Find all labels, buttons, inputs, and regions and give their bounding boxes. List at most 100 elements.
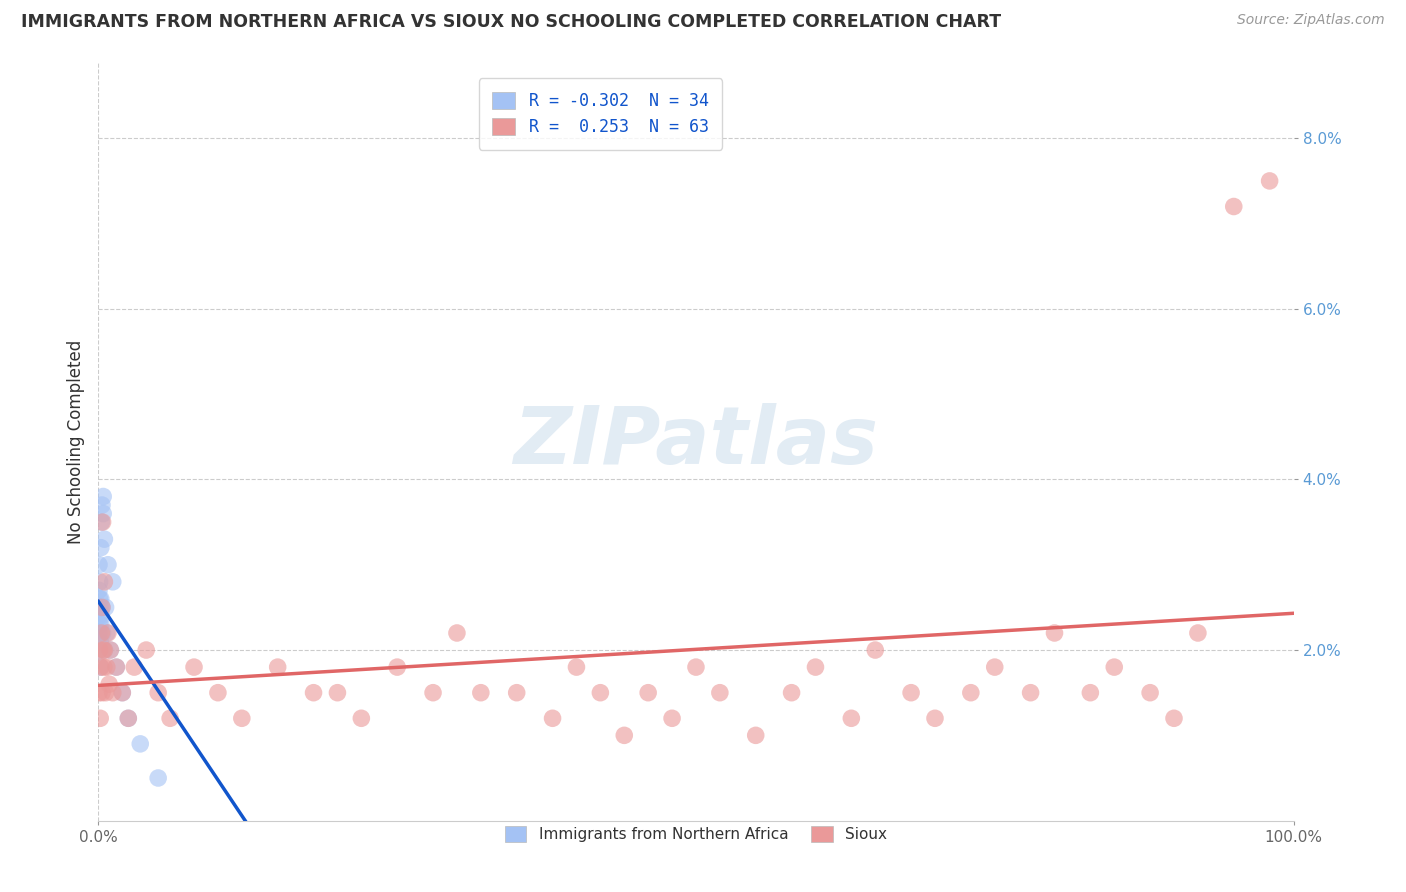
Point <box>207 686 229 700</box>
Point <box>87 609 110 624</box>
Point <box>302 686 325 700</box>
Point <box>124 660 146 674</box>
Point <box>93 532 115 546</box>
Point <box>89 634 111 648</box>
Point <box>1187 626 1209 640</box>
Point <box>661 711 683 725</box>
Point <box>93 574 115 589</box>
Point <box>91 626 114 640</box>
Point <box>350 711 373 725</box>
Point <box>93 643 115 657</box>
Point <box>89 643 111 657</box>
Point <box>446 626 468 640</box>
Point <box>117 711 139 725</box>
Y-axis label: No Schooling Completed: No Schooling Completed <box>66 340 84 543</box>
Point <box>422 686 444 700</box>
Point <box>90 609 112 624</box>
Point <box>91 490 114 504</box>
Point <box>111 686 134 700</box>
Point <box>231 711 253 725</box>
Point <box>91 600 114 615</box>
Point <box>960 686 983 700</box>
Point <box>91 515 114 529</box>
Point <box>90 617 112 632</box>
Point <box>613 728 636 742</box>
Point <box>745 728 768 742</box>
Point <box>267 660 290 674</box>
Point <box>326 686 349 700</box>
Point <box>101 686 124 700</box>
Point <box>90 541 112 555</box>
Point <box>97 626 120 640</box>
Point <box>94 686 117 700</box>
Point <box>117 711 139 725</box>
Point <box>924 711 946 725</box>
Point <box>565 660 588 674</box>
Point <box>94 600 117 615</box>
Point <box>1258 174 1281 188</box>
Point <box>709 686 731 700</box>
Point <box>87 626 110 640</box>
Point <box>900 686 922 700</box>
Point <box>470 686 492 700</box>
Point <box>93 643 115 657</box>
Point <box>89 591 111 606</box>
Point <box>90 660 112 674</box>
Point <box>841 711 863 725</box>
Point <box>589 686 612 700</box>
Point <box>87 600 110 615</box>
Point <box>91 686 114 700</box>
Point <box>101 574 124 589</box>
Point <box>87 583 110 598</box>
Point <box>91 507 114 521</box>
Point <box>98 677 121 691</box>
Point <box>89 643 111 657</box>
Point <box>91 498 114 512</box>
Point <box>89 574 111 589</box>
Point <box>984 660 1007 674</box>
Point <box>1139 686 1161 700</box>
Point <box>105 660 128 674</box>
Point <box>97 558 120 572</box>
Point <box>159 711 181 725</box>
Point <box>98 643 122 657</box>
Point <box>148 771 170 785</box>
Point <box>541 711 564 725</box>
Point <box>89 660 111 674</box>
Point <box>98 643 122 657</box>
Point <box>804 660 827 674</box>
Point <box>105 660 128 674</box>
Point <box>90 515 112 529</box>
Text: ZIPatlas: ZIPatlas <box>513 402 879 481</box>
Point <box>685 660 707 674</box>
Legend: Immigrants from Northern Africa, Sioux: Immigrants from Northern Africa, Sioux <box>494 814 898 855</box>
Point <box>90 626 112 640</box>
Point <box>89 711 111 725</box>
Point <box>865 643 887 657</box>
Point <box>1019 686 1042 700</box>
Point <box>93 660 115 674</box>
Point <box>1223 200 1246 214</box>
Point <box>91 600 114 615</box>
Point <box>89 617 111 632</box>
Point <box>96 626 118 640</box>
Point <box>1163 711 1185 725</box>
Point <box>129 737 152 751</box>
Point <box>637 686 659 700</box>
Point <box>96 660 118 674</box>
Point <box>91 643 114 657</box>
Point <box>111 686 134 700</box>
Point <box>1080 686 1102 700</box>
Point <box>87 558 110 572</box>
Point <box>148 686 170 700</box>
Point <box>385 660 409 674</box>
Point <box>1043 626 1066 640</box>
Point <box>87 686 110 700</box>
Text: IMMIGRANTS FROM NORTHERN AFRICA VS SIOUX NO SCHOOLING COMPLETED CORRELATION CHAR: IMMIGRANTS FROM NORTHERN AFRICA VS SIOUX… <box>21 13 1001 31</box>
Point <box>1104 660 1126 674</box>
Text: Source: ZipAtlas.com: Source: ZipAtlas.com <box>1237 13 1385 28</box>
Point <box>780 686 803 700</box>
Point <box>183 660 205 674</box>
Point <box>90 591 112 606</box>
Point <box>506 686 529 700</box>
